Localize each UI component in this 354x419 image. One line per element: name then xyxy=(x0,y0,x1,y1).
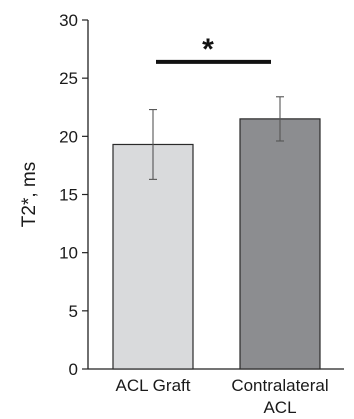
chart-bars xyxy=(112,118,321,370)
y-tick-label: 10 xyxy=(59,244,78,263)
chart-error-bars xyxy=(149,96,284,180)
significance-annotation: * xyxy=(156,33,271,66)
y-tick-label: 0 xyxy=(69,360,78,379)
y-tick-label: 15 xyxy=(59,186,78,205)
y-tick-label: 30 xyxy=(59,11,78,30)
y-tick-label: 20 xyxy=(59,127,78,146)
bar xyxy=(112,143,194,370)
significance-star: * xyxy=(202,33,214,66)
bar xyxy=(239,118,321,370)
x-category-label: ACL Graft xyxy=(116,376,191,395)
y-axis-ticks: 0 5 10 15 20 25 30 xyxy=(59,11,88,379)
x-axis-categories: ACL Graft Contralateral ACL xyxy=(116,376,329,417)
y-tick-label: 5 xyxy=(69,302,78,321)
y-tick-label: 25 xyxy=(59,69,78,88)
x-category-label: ACL xyxy=(263,398,296,417)
y-axis-label: T2*, ms xyxy=(19,162,40,227)
x-category-label: Contralateral xyxy=(231,376,328,395)
